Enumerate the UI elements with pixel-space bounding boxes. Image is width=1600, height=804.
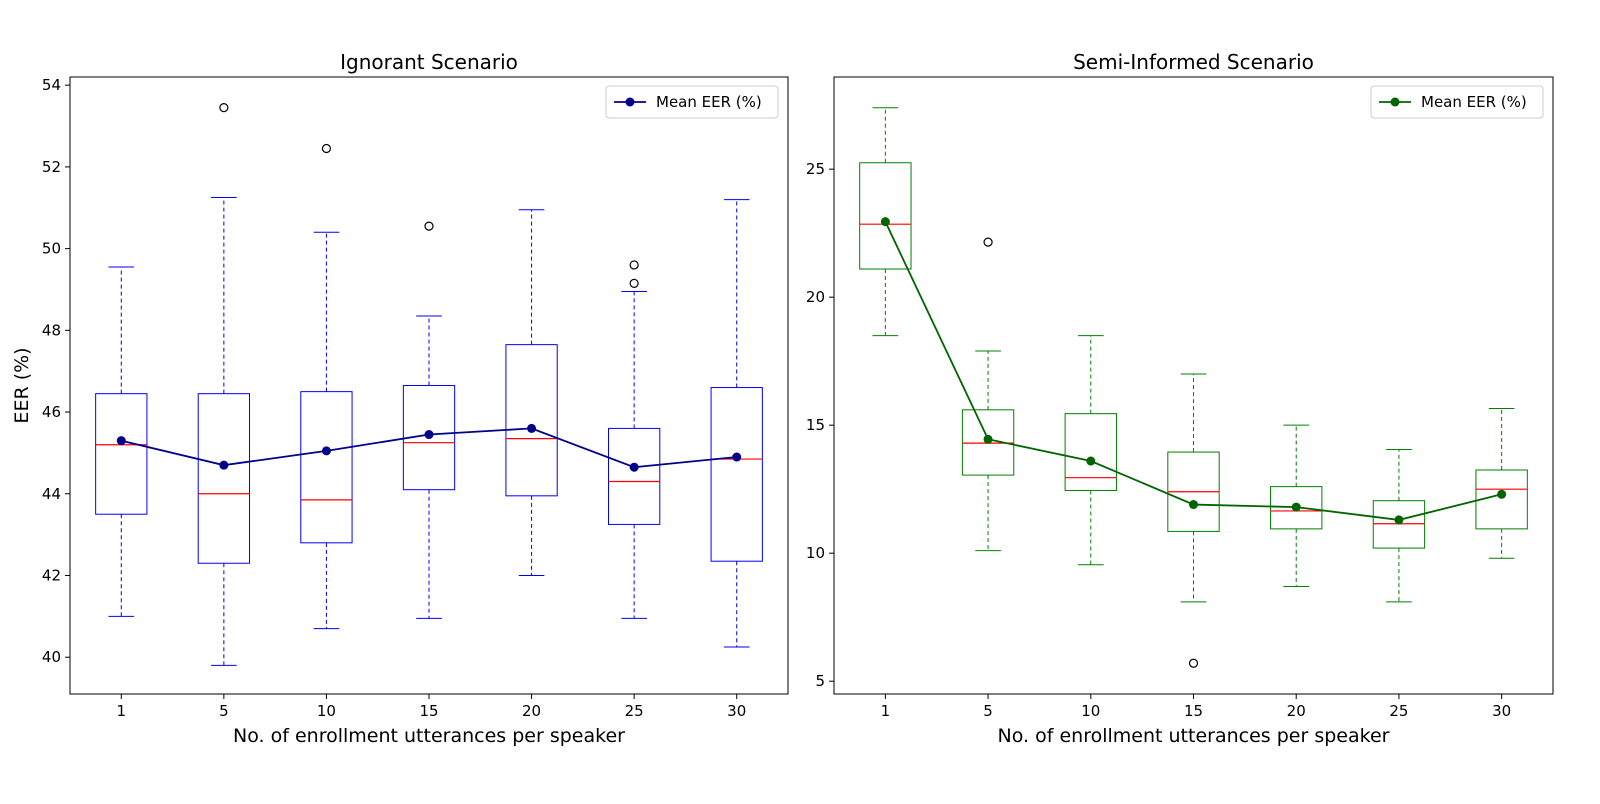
x-tick-label: 15 bbox=[419, 702, 438, 720]
y-tick-label: 52 bbox=[42, 158, 61, 176]
mean-point bbox=[1086, 456, 1096, 466]
box-10 bbox=[300, 143, 353, 630]
legend-marker-swatch bbox=[625, 97, 635, 107]
box-25 bbox=[1372, 449, 1426, 603]
legend-label: Mean EER (%) bbox=[1421, 93, 1527, 111]
legend-frame bbox=[1370, 85, 1544, 119]
x-tick-label: 20 bbox=[522, 702, 541, 720]
outlier-point bbox=[983, 237, 993, 247]
mean-point bbox=[732, 452, 742, 462]
mean-point bbox=[321, 446, 331, 456]
box-iqr bbox=[710, 387, 763, 562]
box-30 bbox=[710, 199, 763, 648]
outlier-point bbox=[424, 221, 434, 231]
legend-label: Mean EER (%) bbox=[656, 93, 762, 111]
legend: Mean EER (%) bbox=[1370, 85, 1544, 119]
mean-point bbox=[116, 436, 126, 446]
mean-point bbox=[1394, 515, 1404, 525]
y-tick-label: 42 bbox=[42, 567, 61, 585]
outlier-point bbox=[321, 143, 332, 154]
box-iqr bbox=[1270, 486, 1323, 530]
mean-point bbox=[1291, 502, 1301, 512]
box-25 bbox=[608, 260, 661, 619]
y-tick-label: 44 bbox=[42, 485, 61, 503]
mean-point bbox=[1497, 489, 1507, 499]
box-iqr bbox=[1475, 469, 1528, 530]
x-tick-label: 30 bbox=[727, 702, 746, 720]
y-tick-label: 54 bbox=[42, 76, 61, 94]
box-15 bbox=[1167, 373, 1220, 668]
mean-point bbox=[983, 434, 993, 444]
box-10 bbox=[1064, 335, 1117, 566]
x-axis-label: No. of enrollment utterances per speaker bbox=[233, 725, 625, 747]
y-tick-label: 25 bbox=[806, 160, 825, 178]
x-tick-label: 30 bbox=[1492, 702, 1511, 720]
y-tick-label: 46 bbox=[42, 403, 61, 421]
y-tick-label: 5 bbox=[815, 672, 825, 690]
x-axis-label: No. of enrollment utterances per speaker bbox=[998, 725, 1390, 747]
mean-point bbox=[1189, 500, 1198, 510]
y-tick-label: 10 bbox=[806, 544, 825, 562]
box-15 bbox=[402, 221, 456, 619]
outlier-point bbox=[219, 103, 229, 113]
box-iqr bbox=[300, 391, 353, 544]
box-iqr bbox=[1372, 500, 1426, 549]
x-tick-label: 25 bbox=[625, 702, 644, 720]
x-tick-label: 10 bbox=[1081, 702, 1100, 720]
x-tick-label: 15 bbox=[1184, 702, 1203, 720]
y-tick-label: 50 bbox=[42, 240, 61, 258]
x-tick-label: 1 bbox=[881, 702, 891, 720]
legend-frame bbox=[605, 85, 779, 119]
box-5 bbox=[197, 103, 250, 666]
y-tick-label: 20 bbox=[806, 288, 825, 306]
box-iqr bbox=[402, 385, 456, 491]
legend: Mean EER (%) bbox=[605, 85, 779, 119]
outlier-point bbox=[629, 260, 639, 270]
chart-title: Ignorant Scenario bbox=[340, 50, 518, 74]
x-tick-label: 20 bbox=[1287, 702, 1306, 720]
box-1 bbox=[95, 266, 148, 617]
x-tick-label: 10 bbox=[317, 702, 336, 720]
mean-point bbox=[219, 460, 229, 470]
box-iqr bbox=[608, 427, 661, 525]
y-tick-label: 15 bbox=[806, 416, 825, 434]
mean-point bbox=[424, 430, 434, 440]
box-iqr bbox=[961, 409, 1015, 476]
mean-point bbox=[629, 462, 639, 472]
y-tick-label: 40 bbox=[42, 648, 61, 666]
box-5 bbox=[961, 237, 1015, 552]
x-tick-label: 5 bbox=[219, 702, 229, 720]
box-30 bbox=[1475, 408, 1528, 559]
box-iqr bbox=[859, 162, 912, 270]
box-20 bbox=[1270, 424, 1323, 587]
box-iqr bbox=[505, 344, 558, 497]
y-axis-label: EER (%) bbox=[11, 347, 33, 423]
mean-point bbox=[880, 217, 890, 227]
y-tick-label: 48 bbox=[42, 321, 61, 339]
box-20 bbox=[505, 209, 558, 577]
box-iqr bbox=[1064, 413, 1117, 491]
box-1 bbox=[859, 107, 912, 337]
outlier-point bbox=[629, 278, 639, 288]
chart-title: Semi-Informed Scenario bbox=[1073, 50, 1314, 74]
outlier-point bbox=[1188, 658, 1199, 668]
box-iqr bbox=[95, 393, 148, 515]
x-tick-label: 1 bbox=[117, 702, 127, 720]
mean-point bbox=[527, 423, 537, 433]
box-iqr bbox=[197, 393, 250, 564]
legend-marker-swatch bbox=[1390, 97, 1400, 107]
x-tick-label: 5 bbox=[983, 702, 993, 720]
x-tick-label: 25 bbox=[1389, 702, 1408, 720]
